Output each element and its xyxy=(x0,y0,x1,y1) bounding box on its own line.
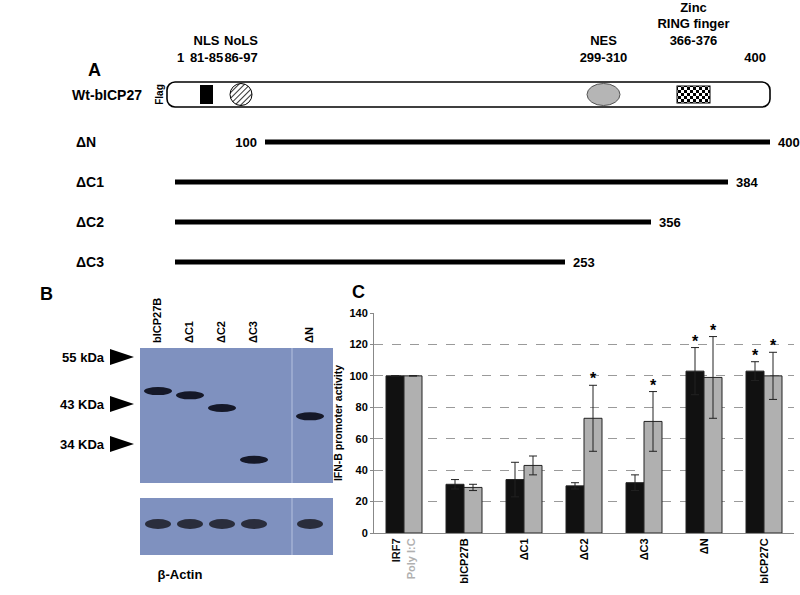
svg-text:NoLS: NoLS xyxy=(224,33,258,48)
svg-text:Zinc: Zinc xyxy=(680,0,707,15)
svg-text:ΔN: ΔN xyxy=(76,134,96,150)
svg-text:ΔC3: ΔC3 xyxy=(76,254,104,270)
svg-text:ΔC2: ΔC2 xyxy=(215,321,227,343)
svg-text:*: * xyxy=(752,347,759,364)
svg-text:100: 100 xyxy=(349,370,367,382)
svg-text:34 KDa: 34 KDa xyxy=(60,437,105,452)
svg-text:400: 400 xyxy=(778,135,800,150)
svg-text:IFN-B promoter activity: IFN-B promoter activity xyxy=(332,365,344,481)
svg-text:C: C xyxy=(352,282,365,302)
svg-text:bICP27B: bICP27B xyxy=(151,298,163,343)
svg-text:IRF7Poly I:C: IRF7Poly I:C xyxy=(390,538,416,579)
svg-text:120: 120 xyxy=(349,338,367,350)
svg-text:*: * xyxy=(650,377,657,394)
svg-text:55 kDa: 55 kDa xyxy=(62,350,105,365)
svg-text:0: 0 xyxy=(362,527,368,539)
svg-text:NES: NES xyxy=(590,33,617,48)
svg-text:ΔC2: ΔC2 xyxy=(76,214,104,230)
svg-text:B: B xyxy=(40,284,53,304)
svg-text:400: 400 xyxy=(744,50,766,65)
svg-text:*: * xyxy=(770,337,777,354)
svg-text:100: 100 xyxy=(235,135,257,150)
svg-text:ΔC3: ΔC3 xyxy=(247,321,259,343)
svg-text:81-85: 81-85 xyxy=(190,50,223,65)
svg-text:366-376: 366-376 xyxy=(670,33,718,48)
svg-text:ΔN: ΔN xyxy=(698,538,710,554)
svg-text:ΔC1: ΔC1 xyxy=(518,538,530,560)
svg-text:40: 40 xyxy=(356,464,368,476)
svg-text:ΔC2: ΔC2 xyxy=(578,538,590,560)
svg-text:86-97: 86-97 xyxy=(224,50,257,65)
svg-text:ΔC1: ΔC1 xyxy=(76,174,104,190)
svg-text:ΔC1: ΔC1 xyxy=(183,321,195,343)
svg-text:RING finger: RING finger xyxy=(657,16,729,31)
svg-text:Wt-bICP27: Wt-bICP27 xyxy=(72,87,142,103)
svg-text:bICP27C: bICP27C xyxy=(758,538,770,583)
svg-text:20: 20 xyxy=(356,495,368,507)
svg-text:β-Actin: β-Actin xyxy=(158,567,203,582)
svg-text:253: 253 xyxy=(573,255,595,270)
svg-text:Flag: Flag xyxy=(154,84,165,105)
svg-text:60: 60 xyxy=(356,433,368,445)
svg-text:356: 356 xyxy=(659,215,681,230)
svg-text:*: * xyxy=(692,333,699,350)
svg-text:384: 384 xyxy=(736,175,758,190)
svg-text:NLS: NLS xyxy=(194,33,220,48)
svg-text:299-310: 299-310 xyxy=(580,50,628,65)
svg-text:ΔN: ΔN xyxy=(303,327,315,343)
svg-text:43 KDa: 43 KDa xyxy=(60,397,105,412)
svg-text:*: * xyxy=(710,322,717,339)
svg-text:1: 1 xyxy=(177,50,184,65)
svg-text:140: 140 xyxy=(349,307,367,319)
svg-text:bICP27B: bICP27B xyxy=(458,538,470,583)
svg-text:ΔC3: ΔC3 xyxy=(638,538,650,560)
svg-text:80: 80 xyxy=(356,401,368,413)
svg-text:A: A xyxy=(88,60,101,80)
svg-text:*: * xyxy=(590,370,597,387)
